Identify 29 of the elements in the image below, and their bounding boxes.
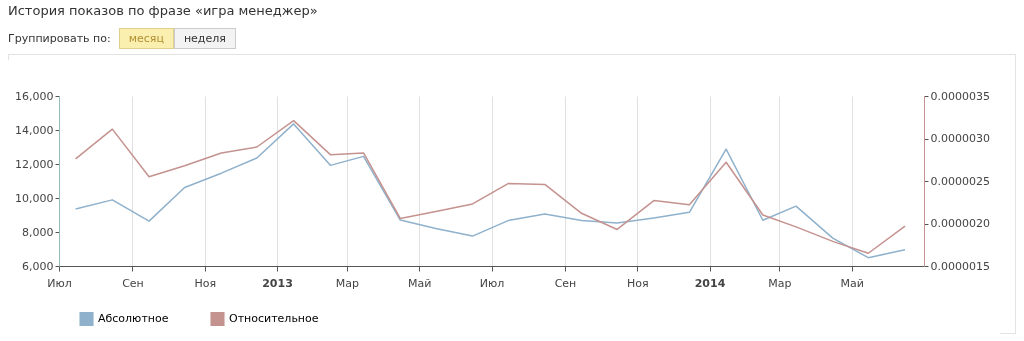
y2-tick-label: 0.0000035: [930, 89, 990, 103]
x-tick-label: Май: [840, 276, 864, 290]
legend-label: Относительное: [229, 311, 319, 325]
x-tick-label: Мар: [768, 276, 792, 290]
x-tick-label: Сен: [122, 276, 144, 290]
x-tick-label: Июл: [47, 276, 72, 290]
legend-label: Абсолютное: [98, 311, 169, 325]
x-tick-label: Ноя: [626, 276, 649, 290]
y-tick-label: 10,000: [15, 191, 54, 205]
y-tick-label: 14,000: [15, 123, 54, 137]
y-tick-label: 12,000: [15, 157, 54, 171]
y-tick-label: 8,000: [22, 225, 54, 239]
x-tick-label: 2013: [262, 276, 293, 290]
text: неделя: [173, 28, 236, 49]
x-tick-label: Май: [408, 276, 432, 290]
y2-tick-label: 0.0000030: [930, 132, 990, 145]
y2-tick-label: 0.0000015: [930, 259, 990, 273]
y-tick-label: 6,000: [22, 259, 54, 273]
y-tick-label: 16,000: [15, 89, 54, 103]
x-tick-label: Сен: [554, 276, 577, 290]
text: месяц: [118, 28, 174, 49]
x-tick-label: Июл: [479, 276, 505, 290]
x-tick-label: 2014: [694, 276, 726, 290]
y2-tick-label: 0.0000020: [930, 217, 990, 230]
y2-tick-label: 0.0000025: [930, 174, 990, 188]
x-tick-label: Мар: [335, 276, 360, 290]
text: Группировать по:: [8, 32, 111, 45]
x-tick-label: Ноя: [194, 276, 217, 290]
chart-title: История показов по фразе «игра менеджер»: [8, 3, 318, 18]
